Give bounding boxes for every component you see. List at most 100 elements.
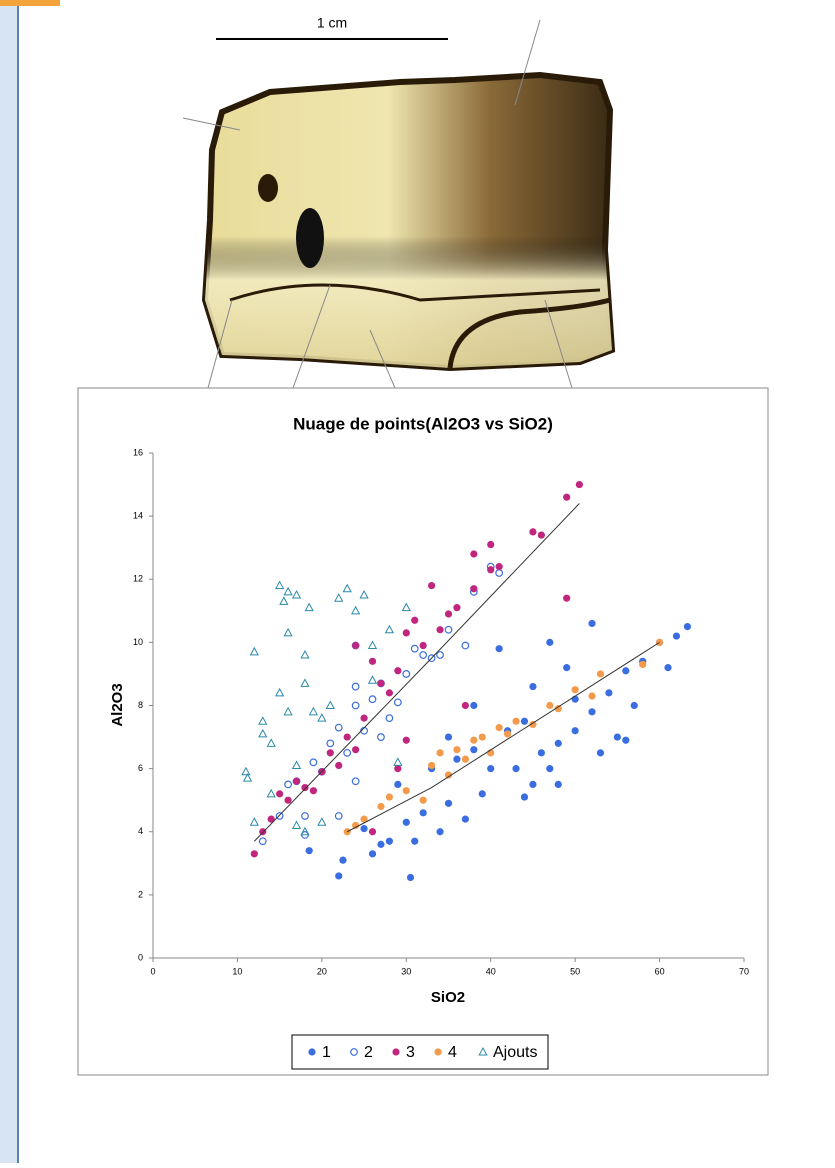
x-tick-label: 40 [486, 966, 496, 976]
point [495, 645, 503, 653]
point [563, 664, 571, 672]
point [377, 840, 385, 848]
point [394, 667, 402, 675]
point [596, 670, 605, 678]
point [367, 640, 378, 650]
point [575, 480, 583, 489]
point [622, 736, 630, 744]
point [334, 812, 343, 820]
point [266, 738, 276, 747]
x-tick-label: 0 [150, 966, 155, 976]
point [529, 720, 537, 729]
point [419, 651, 428, 659]
point [275, 687, 285, 697]
point [588, 692, 596, 700]
point [275, 580, 285, 590]
point [470, 736, 478, 744]
point [444, 625, 453, 634]
point [537, 749, 545, 757]
point [385, 714, 394, 723]
point [292, 777, 301, 785]
point [258, 716, 268, 725]
y-tick-label: 8 [138, 700, 143, 710]
x-tick-label: 30 [401, 966, 411, 976]
legend-marker [308, 1048, 316, 1056]
point [639, 660, 647, 669]
point [275, 812, 284, 820]
point [444, 799, 453, 807]
point [301, 812, 309, 820]
legend-label: 4 [448, 1044, 457, 1061]
point [537, 531, 545, 539]
legend-marker [392, 1048, 400, 1056]
point [305, 847, 313, 855]
chart-title: Nuage de points(Al2O3 vs SiO2) [293, 414, 553, 433]
point [309, 758, 318, 767]
point [343, 748, 352, 757]
point [258, 728, 268, 738]
point [284, 796, 292, 804]
y-tick-label: 16 [133, 447, 143, 457]
pointer-lines [182, 19, 573, 389]
point [401, 602, 411, 612]
point [554, 780, 562, 789]
point [495, 723, 503, 732]
point [672, 632, 681, 640]
point [359, 589, 369, 599]
point [325, 700, 335, 709]
series [250, 480, 583, 858]
y-axis-label: Al2O3 [109, 683, 126, 726]
point [470, 746, 478, 754]
point [291, 589, 302, 599]
legend-marker [350, 1048, 358, 1056]
trendline [253, 503, 580, 842]
x-tick-label: 10 [232, 966, 242, 976]
point [402, 787, 410, 795]
y-tick-label: 0 [138, 952, 143, 962]
point [279, 596, 289, 605]
point [326, 749, 334, 757]
point [504, 730, 512, 738]
point [529, 780, 537, 789]
point [335, 761, 343, 770]
y-tick-label: 10 [133, 637, 143, 647]
point [267, 815, 275, 823]
y-tick-label: 6 [138, 763, 143, 773]
point [546, 638, 554, 646]
series [305, 619, 692, 882]
point [334, 593, 344, 602]
point [529, 682, 537, 691]
legend-marker [478, 1046, 488, 1056]
point [352, 641, 360, 650]
x-tick-label: 20 [317, 966, 327, 976]
y-tick-label: 12 [133, 574, 143, 584]
x-axis-label: SiO2 [431, 989, 465, 1006]
point [377, 679, 385, 688]
point [368, 695, 377, 704]
point [402, 818, 410, 826]
point [317, 713, 327, 722]
point [394, 780, 402, 789]
point [339, 856, 347, 864]
point [283, 586, 293, 596]
point [571, 727, 579, 735]
point [350, 605, 361, 615]
point [343, 733, 351, 741]
point [453, 755, 461, 763]
point [385, 793, 393, 801]
y-tick-label: 4 [138, 826, 143, 836]
point [529, 528, 537, 536]
point [266, 788, 276, 798]
point [683, 622, 692, 631]
legend-label: Ajouts [493, 1044, 537, 1061]
point [410, 644, 419, 653]
point [304, 602, 314, 612]
point [360, 824, 368, 833]
point [571, 686, 579, 694]
point [291, 820, 302, 829]
point [377, 733, 385, 741]
series [258, 562, 504, 846]
point [444, 733, 453, 741]
point [309, 787, 318, 795]
